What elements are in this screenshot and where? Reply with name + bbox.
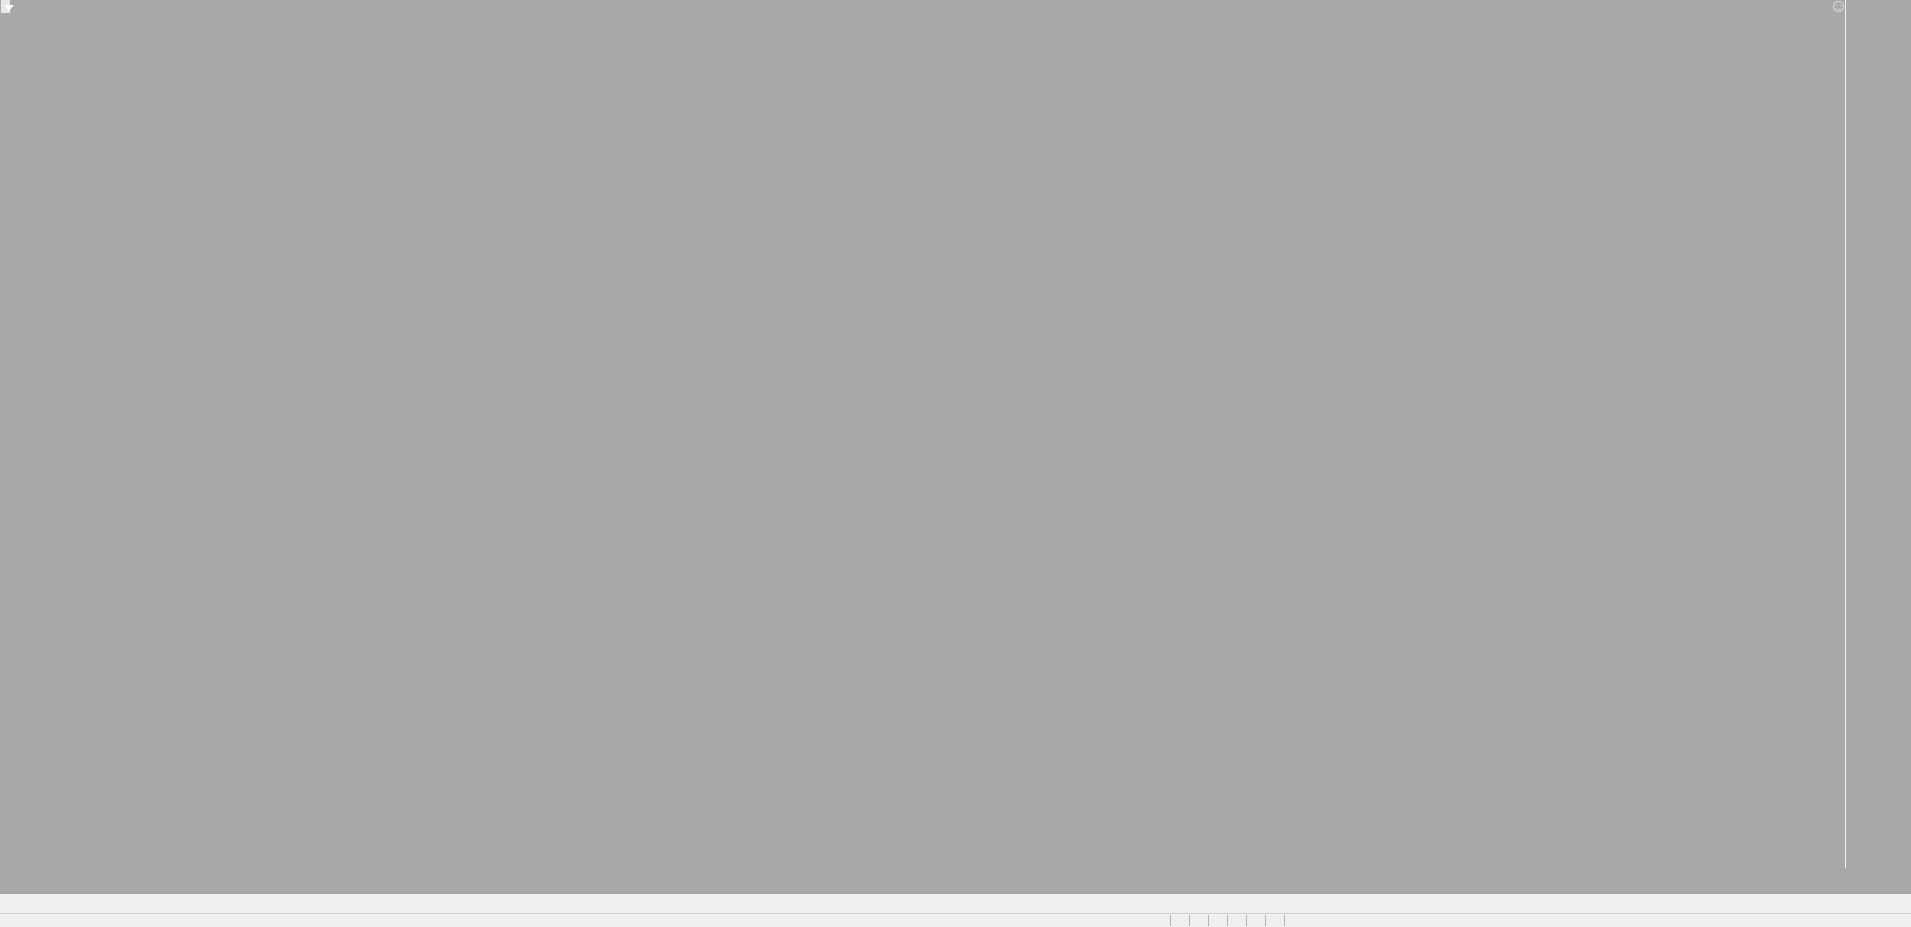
status-divider — [1265, 915, 1266, 926]
status-ohlc-group — [1170, 914, 1308, 927]
chart-canvas[interactable] — [0, 0, 1911, 893]
status-bar — [0, 913, 1911, 927]
tabs-scroll-controls[interactable] — [1896, 894, 1911, 913]
price-chart-svg — [0, 0, 1911, 893]
status-divider — [1189, 915, 1190, 926]
status-divider — [1208, 915, 1209, 926]
smiley-icon — [1833, 1, 1844, 12]
chart-tabs-bar[interactable] — [0, 893, 1911, 913]
status-divider — [1170, 915, 1171, 926]
price-scale[interactable] — [1845, 0, 1911, 868]
time-scale[interactable] — [0, 908, 1845, 927]
current-price-label — [1, 0, 10, 13]
status-divider — [1246, 915, 1247, 926]
status-divider — [1227, 915, 1228, 926]
ew-assistant-badge[interactable] — [1830, 1, 1844, 12]
status-divider — [1284, 915, 1285, 926]
